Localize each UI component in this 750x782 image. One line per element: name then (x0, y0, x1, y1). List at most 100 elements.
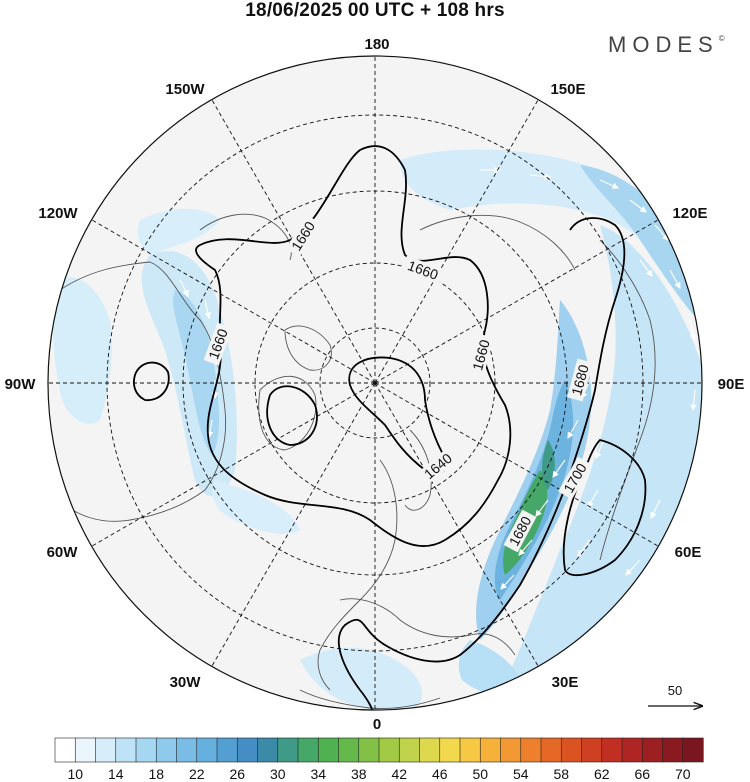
colorbar-swatch (317, 737, 340, 763)
copyright-mark: © (718, 34, 725, 43)
colorbar-label: 70 (675, 766, 691, 782)
colorbar-swatch (74, 737, 97, 763)
meridian-60e (374, 382, 659, 547)
colorbar-swatch (115, 737, 137, 763)
jet-band-west-core (173, 290, 220, 455)
colorbar-swatch (196, 737, 218, 763)
coastline-mediterranean (339, 598, 516, 656)
colorbar-swatch (176, 737, 198, 763)
colorbar-label: 50 (472, 766, 488, 782)
wind-vectors (179, 166, 697, 590)
colorbar-swatch (135, 737, 157, 763)
brand-name: MODES (608, 32, 719, 57)
colorbar-swatch (500, 737, 522, 763)
colorbar-label: 26 (229, 766, 245, 782)
lon-label-60e: 60E (675, 544, 702, 561)
colorbar-swatch (236, 737, 259, 763)
lon-label-180: 180 (364, 36, 389, 53)
colorbar: 10 14 18 22 26 30 34 38 42 46 50 54 58 62 66 70 (54, 737, 704, 782)
meridian-120w (91, 219, 376, 384)
colorbar-swatch (520, 737, 542, 763)
colorbar-swatch (662, 737, 684, 763)
contour-1660-small-greenland (266, 385, 318, 446)
colorbar-label: 42 (391, 766, 407, 782)
meridian-120e (374, 219, 659, 384)
lon-label-120e: 120E (672, 205, 707, 222)
colorbar-label: 54 (513, 766, 529, 782)
reference-vector-label: 50 (668, 683, 682, 698)
coastline-europe (317, 459, 398, 691)
coastline-asia-east (599, 239, 656, 561)
jet-band-southwest (212, 480, 300, 535)
jet-band-south (300, 647, 423, 710)
coastlines (59, 213, 656, 709)
contour-1660-small-west (132, 361, 170, 401)
colorbar-swatch (297, 737, 319, 763)
graticule (48, 56, 702, 710)
colorbar-label: 14 (108, 766, 124, 782)
map-title: 18/06/2025 00 UTC + 108 hrs (245, 0, 505, 21)
lon-label-150e: 150E (550, 81, 585, 98)
colorbar-swatch (459, 737, 481, 763)
colorbar-swatch (216, 737, 238, 763)
globe-outline (47, 55, 703, 711)
colorbar-swatch (155, 737, 178, 763)
colorbar-label: 38 (351, 766, 367, 782)
coastline-africa (299, 689, 441, 709)
colorbar-swatch (601, 737, 623, 763)
meridian-30w (211, 382, 376, 667)
colorbar-swatch (682, 737, 704, 763)
latitude-circle-80 (319, 327, 431, 439)
colorbar-swatch (560, 737, 583, 763)
colorbar-swatch (358, 737, 380, 763)
jet-band-west-edge (53, 277, 112, 424)
contour-labels: 1660 1660 1660 1660 1640 1680 1680 1700 (203, 214, 593, 553)
jet-band-northwest (137, 208, 220, 255)
colorbar-label: 30 (270, 766, 286, 782)
brand-logo: MODES© (608, 32, 725, 58)
lon-label-150w: 150W (165, 81, 205, 98)
coastline-north-america (59, 261, 227, 522)
coastline-scandinavia (404, 429, 432, 511)
meridian-60w (91, 382, 376, 547)
colorbar-swatch (540, 737, 562, 763)
lon-label-60w: 60W (47, 544, 79, 561)
colorbar-swatch (439, 737, 461, 763)
colorbar-label: 66 (634, 766, 650, 782)
meridian-30e (374, 382, 539, 667)
colorbar-swatch (621, 737, 643, 763)
contour-label: 1680 (568, 363, 592, 397)
contour-label: 1660 (469, 338, 493, 372)
reference-vector: 50 (648, 683, 702, 706)
coastline-greenland (258, 375, 317, 451)
colorbar-swatch (581, 737, 603, 763)
colorbar-swatch (419, 737, 441, 763)
lon-label-30w: 30W (170, 674, 202, 691)
lon-label-0: 0 (373, 716, 381, 733)
lon-label-90e: 90E (718, 376, 745, 393)
colorbar-swatch (277, 737, 299, 763)
colorbar-label: 34 (310, 766, 326, 782)
colorbar-label: 58 (553, 766, 569, 782)
longitude-labels: 180 150W 150E 120W 120E 90W 90E 60W 60E … (5, 36, 745, 733)
colorbar-swatch (398, 737, 421, 763)
lon-label-120w: 120W (38, 205, 78, 222)
lon-label-90w: 90W (5, 376, 37, 393)
colorbar-swatch (95, 737, 117, 763)
colorbar-swatch (641, 737, 664, 763)
lon-label-30e: 30E (552, 674, 579, 691)
colorbar-label: 10 (67, 766, 83, 782)
colorbar-swatch (257, 737, 279, 763)
meridian-150e (374, 99, 539, 384)
colorbar-label: 46 (432, 766, 448, 782)
contour-1680-east (337, 217, 626, 710)
coastline-arctic-islands (284, 325, 332, 371)
colorbar-label: 22 (189, 766, 205, 782)
colorbar-swatch (338, 737, 360, 763)
jet-band-northeast-core (580, 165, 699, 320)
colorbar-swatch (479, 737, 502, 763)
colorbar-swatch (378, 737, 400, 763)
colorbar-label: 62 (594, 766, 610, 782)
contour-1660-main (195, 145, 512, 547)
